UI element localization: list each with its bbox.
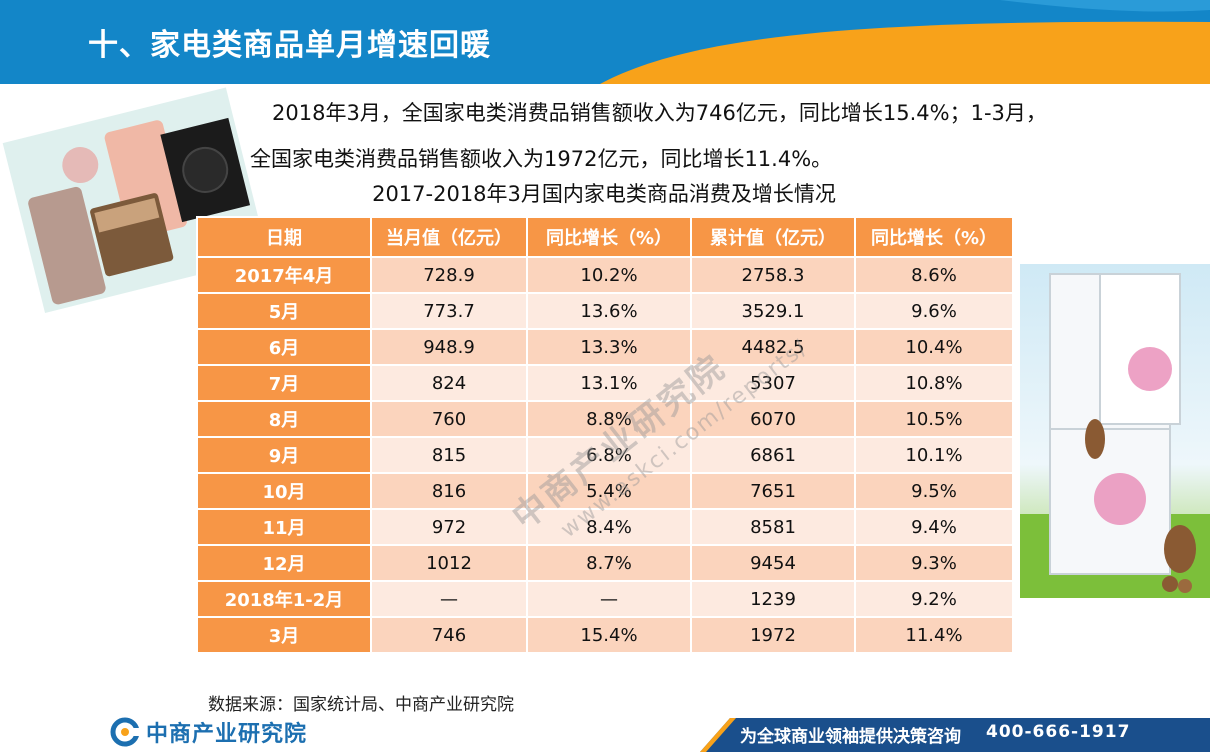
cell-date: 6月 xyxy=(196,328,372,366)
table-title: 2017-2018年3月国内家电类商品消费及增长情况 xyxy=(372,182,836,206)
table-row: 7月 824 13.1% 5307 10.8% xyxy=(196,364,1014,402)
cell-monthly-growth: 5.4% xyxy=(526,472,692,510)
cell-cumulative-value: 8581 xyxy=(690,508,856,546)
company-logo-icon xyxy=(110,717,140,747)
footer-bar-shape xyxy=(700,718,1210,752)
cell-date: 3月 xyxy=(196,616,372,654)
header-date: 日期 xyxy=(196,216,372,258)
table-row: 11月 972 8.4% 8581 9.4% xyxy=(196,508,1014,546)
header-cumulative-growth: 同比增长（%） xyxy=(854,216,1014,258)
intro-line-1: 2018年3月，全国家电类消费品销售额收入为746亿元，同比增长15.4%；1-… xyxy=(272,101,1047,125)
cell-monthly-value: — xyxy=(370,580,528,618)
cell-monthly-value: 816 xyxy=(370,472,528,510)
table-row: 6月 948.9 13.3% 4482.5 10.4% xyxy=(196,328,1014,366)
cell-monthly-value: 948.9 xyxy=(370,328,528,366)
cell-monthly-value: 815 xyxy=(370,436,528,474)
header-monthly-value: 当月值（亿元） xyxy=(370,216,528,258)
cell-monthly-growth: 13.1% xyxy=(526,364,692,402)
table-row: 2018年1-2月 — — 1239 9.2% xyxy=(196,580,1014,618)
header-banner-shape xyxy=(0,0,1210,84)
cell-cumulative-value: 9454 xyxy=(690,544,856,582)
intro-line-2: 全国家电类消费品销售额收入为1972亿元，同比增长11.4%。 xyxy=(250,147,833,171)
cell-cumulative-growth: 10.1% xyxy=(854,436,1014,474)
cell-monthly-value: 728.9 xyxy=(370,256,528,294)
cell-monthly-growth: 13.3% xyxy=(526,328,692,366)
cell-cumulative-growth: 10.5% xyxy=(854,400,1014,438)
cell-date: 11月 xyxy=(196,508,372,546)
cell-cumulative-value: 7651 xyxy=(690,472,856,510)
cell-date: 9月 xyxy=(196,436,372,474)
header-cumulative-value: 累计值（亿元） xyxy=(690,216,856,258)
cell-date: 5月 xyxy=(196,292,372,330)
cell-cumulative-value: 4482.5 xyxy=(690,328,856,366)
cell-monthly-value: 824 xyxy=(370,364,528,402)
cell-monthly-value: 773.7 xyxy=(370,292,528,330)
cell-cumulative-growth: 11.4% xyxy=(854,616,1014,654)
cell-cumulative-value: 5307 xyxy=(690,364,856,402)
cell-date: 10月 xyxy=(196,472,372,510)
cell-monthly-growth: 13.6% xyxy=(526,292,692,330)
cell-cumulative-value: 6861 xyxy=(690,436,856,474)
cell-monthly-growth: — xyxy=(526,580,692,618)
cell-date: 7月 xyxy=(196,364,372,402)
table-header-row: 日期 当月值（亿元） 同比增长（%） 累计值（亿元） 同比增长（%） xyxy=(196,216,1014,258)
appliances-image xyxy=(2,87,260,313)
footer-phone: 400-666-1917 xyxy=(986,722,1131,742)
cell-monthly-value: 746 xyxy=(370,616,528,654)
cell-cumulative-growth: 9.3% xyxy=(854,544,1014,582)
cell-cumulative-value: 3529.1 xyxy=(690,292,856,330)
data-source: 数据来源：国家统计局、中商产业研究院 xyxy=(208,695,514,715)
cell-cumulative-value: 2758.3 xyxy=(690,256,856,294)
cell-cumulative-growth: 10.8% xyxy=(854,364,1014,402)
cell-monthly-growth: 6.8% xyxy=(526,436,692,474)
cell-monthly-growth: 15.4% xyxy=(526,616,692,654)
cell-date: 8月 xyxy=(196,400,372,438)
table-row: 8月 760 8.8% 6070 10.5% xyxy=(196,400,1014,438)
cell-monthly-growth: 8.8% xyxy=(526,400,692,438)
cell-monthly-value: 760 xyxy=(370,400,528,438)
footer-logo: 中商产业研究院 xyxy=(110,716,307,748)
cell-cumulative-value: 1239 xyxy=(690,580,856,618)
cell-cumulative-growth: 9.5% xyxy=(854,472,1014,510)
footer: 中商产业研究院 为全球商业领袖提供决策咨询 400-666-1917 xyxy=(0,712,1210,752)
cell-cumulative-growth: 9.2% xyxy=(854,580,1014,618)
header-banner: 十、家电类商品单月增速回暖 xyxy=(0,0,1210,84)
cell-monthly-growth: 8.7% xyxy=(526,544,692,582)
page-title: 十、家电类商品单月增速回暖 xyxy=(88,28,491,63)
cell-monthly-value: 972 xyxy=(370,508,528,546)
table-row: 9月 815 6.8% 6861 10.1% xyxy=(196,436,1014,474)
cell-monthly-value: 1012 xyxy=(370,544,528,582)
cell-cumulative-growth: 9.4% xyxy=(854,508,1014,546)
cell-cumulative-growth: 9.6% xyxy=(854,292,1014,330)
footer-logo-text: 中商产业研究院 xyxy=(146,722,308,747)
cell-date: 2018年1-2月 xyxy=(196,580,372,618)
cell-cumulative-growth: 8.6% xyxy=(854,256,1014,294)
cell-cumulative-growth: 10.4% xyxy=(854,328,1014,366)
cell-monthly-growth: 8.4% xyxy=(526,508,692,546)
footer-slogan: 为全球商业领袖提供决策咨询 xyxy=(740,727,961,747)
refrigerator-image xyxy=(1020,264,1210,598)
cell-date: 2017年4月 xyxy=(196,256,372,294)
table-row: 10月 816 5.4% 7651 9.5% xyxy=(196,472,1014,510)
table-row: 12月 1012 8.7% 9454 9.3% xyxy=(196,544,1014,582)
cell-monthly-growth: 10.2% xyxy=(526,256,692,294)
cell-cumulative-value: 6070 xyxy=(690,400,856,438)
table-row: 2017年4月 728.9 10.2% 2758.3 8.6% xyxy=(196,256,1014,294)
table-row: 5月 773.7 13.6% 3529.1 9.6% xyxy=(196,292,1014,330)
consumption-table: 日期 当月值（亿元） 同比增长（%） 累计值（亿元） 同比增长（%） 2017年… xyxy=(196,216,1014,654)
cell-date: 12月 xyxy=(196,544,372,582)
header-monthly-growth: 同比增长（%） xyxy=(526,216,692,258)
cell-cumulative-value: 1972 xyxy=(690,616,856,654)
table-row: 3月 746 15.4% 1972 11.4% xyxy=(196,616,1014,654)
intro-paragraph: 2018年3月，全国家电类消费品销售额收入为746亿元，同比增长15.4%；1-… xyxy=(250,90,1150,182)
